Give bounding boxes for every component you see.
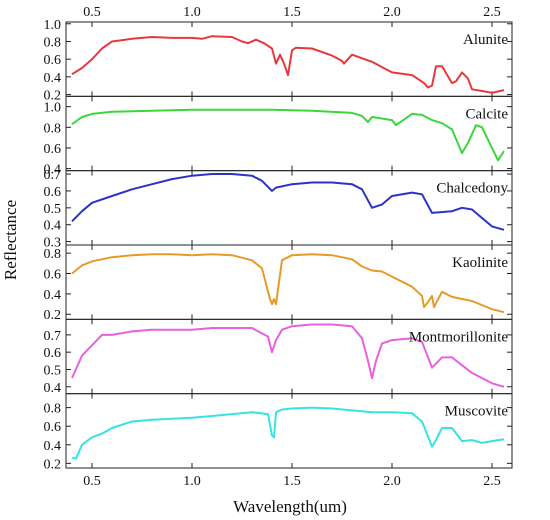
y-tick-label-alunite: 0.8 xyxy=(44,35,62,50)
panel-kaolinite: 0.2 0.4 0.6 0.8 Kaolinite xyxy=(44,244,513,323)
y-tick-label-calcite: 0.6 xyxy=(44,142,62,157)
series-label-calcite: Calcite xyxy=(466,106,509,122)
panel-muscovite: 0.2 0.4 0.6 0.8 Muscovite xyxy=(44,393,513,472)
y-tick-label-chalcedony: 0.4 xyxy=(44,219,62,234)
y-tick-label-calcite: 0.4 xyxy=(44,163,62,178)
y-tick-label-montmorillonite: 0.7 xyxy=(44,329,62,344)
panel-calcite: 0.4 0.6 0.8 1.0 Calcite xyxy=(44,95,513,178)
y-tick-label-montmorillonite: 0.4 xyxy=(44,381,62,396)
series-line-chalcedony xyxy=(71,173,505,231)
y-tick-label-alunite: 1.0 xyxy=(44,18,62,33)
y-axis-label: Reflectance xyxy=(1,200,20,280)
x-tick-label-bottom: 0.5 xyxy=(83,474,101,489)
series-label-kaolinite: Kaolinite xyxy=(452,255,508,271)
series-line-calcite xyxy=(71,108,505,162)
y-tick-label-montmorillonite: 0.5 xyxy=(44,363,62,378)
y-tick-label-muscovite: 0.2 xyxy=(44,457,62,472)
panel-alunite: 0.2 0.4 0.6 0.8 1.0 Alunite xyxy=(44,18,513,104)
panel-montmorillonite: 0.4 0.5 0.6 0.7 Montmorillonite xyxy=(44,318,513,396)
series-line-montmorillonite xyxy=(71,323,505,388)
series-label-muscovite: Muscovite xyxy=(445,404,509,420)
y-tick-label-kaolinite: 0.8 xyxy=(44,247,62,262)
series-line-muscovite xyxy=(71,406,505,460)
series-label-chalcedony: Chalcedony xyxy=(436,181,508,197)
panel-chalcedony: 0.3 0.4 0.5 0.6 0.7 Chalcedony xyxy=(44,168,513,251)
y-tick-label-chalcedony: 0.3 xyxy=(44,236,62,251)
x-axis-label: Wavelength(um) xyxy=(233,497,347,516)
series-line-alunite xyxy=(71,35,505,94)
y-tick-label-calcite: 1.0 xyxy=(44,101,62,116)
panel-frame-calcite xyxy=(65,95,513,172)
y-tick-label-kaolinite: 0.6 xyxy=(44,268,62,283)
y-tick-label-alunite: 0.4 xyxy=(44,71,62,86)
x-tick-label-bottom: 1.5 xyxy=(283,474,301,489)
x-tick-label-top: 2.0 xyxy=(383,5,401,20)
y-tick-label-chalcedony: 0.7 xyxy=(44,168,62,183)
series-line-kaolinite xyxy=(71,253,505,314)
x-tick-label-top: 1.0 xyxy=(183,5,201,20)
x-tick-label-top: 0.5 xyxy=(83,5,101,20)
x-tick-label-top: 1.5 xyxy=(283,5,301,20)
series-label-montmorillonite: Montmorillonite xyxy=(409,329,509,345)
y-tick-label-chalcedony: 0.5 xyxy=(44,202,62,217)
panel-frame-alunite xyxy=(65,21,513,97)
y-tick-label-montmorillonite: 0.6 xyxy=(44,346,62,361)
x-tick-label-bottom: 2.0 xyxy=(383,474,401,489)
y-tick-label-muscovite: 0.4 xyxy=(44,439,62,454)
x-tick-label-bottom: 1.0 xyxy=(183,474,201,489)
y-tick-label-muscovite: 0.8 xyxy=(44,402,62,417)
y-tick-label-kaolinite: 0.2 xyxy=(44,308,62,323)
y-tick-label-chalcedony: 0.6 xyxy=(44,185,62,200)
y-tick-label-calcite: 0.8 xyxy=(44,121,62,136)
series-label-alunite: Alunite xyxy=(463,32,508,48)
y-tick-label-alunite: 0.6 xyxy=(44,53,62,68)
y-tick-label-kaolinite: 0.4 xyxy=(44,288,62,303)
chart-panels: 0.2 0.4 0.6 0.8 1.0 Alunite 0.4 0.6 0.8 1.0 Calcit… xyxy=(44,5,513,489)
x-tick-label-bottom: 2.5 xyxy=(483,474,501,489)
y-tick-label-alunite: 0.2 xyxy=(44,89,62,104)
x-tick-label-top: 2.5 xyxy=(483,5,501,20)
y-tick-label-muscovite: 0.6 xyxy=(44,420,62,435)
panel-frame-muscovite xyxy=(65,393,513,469)
